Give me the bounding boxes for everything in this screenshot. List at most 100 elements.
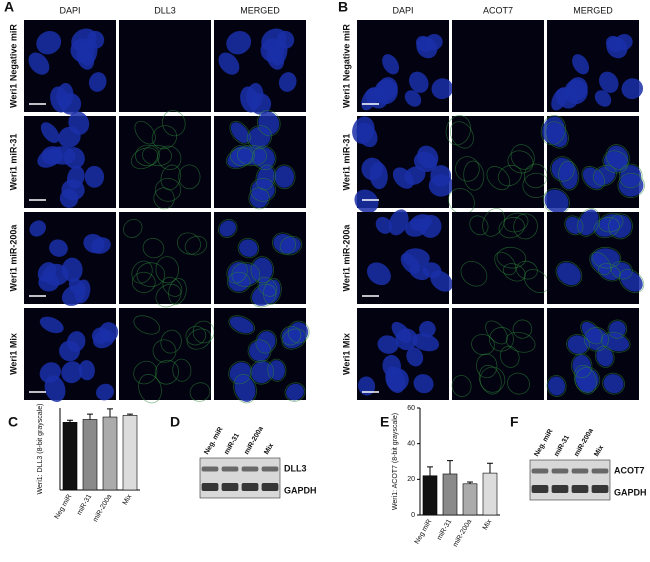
micrograph: [214, 212, 306, 308]
membrane-stain: [138, 373, 162, 404]
nucleus: [59, 188, 79, 208]
nucleus: [404, 166, 426, 185]
micrograph: [119, 110, 211, 210]
membrane-stain: [602, 372, 625, 395]
x-tick-label: miR-31: [436, 518, 453, 541]
nucleus: [61, 285, 86, 306]
x-tick-label: Neg miR: [54, 493, 74, 520]
nucleus: [428, 174, 454, 197]
membrane-stain: [246, 125, 273, 150]
lane-label: miR-31: [553, 434, 571, 458]
nucleus: [96, 383, 114, 401]
nucleus: [609, 214, 632, 238]
nucleus: [61, 257, 83, 282]
micrograph: [24, 308, 119, 402]
membrane-stain: [248, 187, 270, 210]
blot-band: [261, 466, 279, 472]
bar: [102, 416, 118, 491]
nucleus: [605, 35, 623, 53]
blot-band: [571, 485, 589, 493]
membrane-stain: [503, 212, 529, 233]
micrograph: [214, 110, 306, 210]
error-bar: [127, 413, 133, 416]
error-bar: [67, 419, 73, 423]
blot-band: [241, 483, 259, 491]
membrane-stain: [607, 319, 628, 339]
nucleus: [551, 87, 569, 111]
error-bar: [487, 462, 493, 474]
nucleus: [406, 347, 424, 367]
nucleus: [419, 320, 436, 338]
nucleus: [234, 375, 256, 402]
nucleus: [36, 31, 62, 55]
membrane-stain: [499, 345, 520, 368]
membrane-stain: [249, 177, 277, 202]
nucleus: [413, 374, 434, 394]
nucleus: [594, 90, 612, 107]
membrane-stain: [496, 246, 527, 269]
membrane-stain: [494, 251, 517, 276]
membrane-stain: [618, 269, 645, 294]
membrane-stain: [247, 339, 272, 363]
nucleus: [278, 72, 297, 92]
nucleus: [603, 374, 624, 394]
nucleus: [266, 46, 285, 70]
membrane-stain: [151, 125, 178, 150]
lane-label: Neg. miR: [203, 426, 224, 456]
membrane-stain: [178, 164, 201, 190]
nucleus: [404, 90, 422, 107]
micrograph: [357, 20, 454, 112]
nucleus: [49, 239, 68, 257]
nucleus: [63, 147, 85, 169]
nucleus: [395, 328, 418, 351]
membrane-stain: [598, 212, 624, 233]
nucleus: [556, 262, 581, 286]
membrane-stain: [503, 263, 526, 282]
nucleus: [621, 78, 644, 100]
membrane-stain: [476, 353, 498, 379]
membrane-stain: [228, 360, 253, 385]
nucleus: [412, 333, 440, 352]
membrane-stain: [445, 115, 471, 146]
nucleus: [572, 54, 590, 75]
membrane-stain: [618, 163, 643, 189]
membrane-stain: [225, 147, 254, 170]
row-label: Weri1 Mix: [8, 333, 18, 375]
column-header: DAPI: [392, 5, 413, 15]
membrane-stain: [176, 232, 202, 255]
band-label: GAPDH: [614, 487, 647, 497]
membrane-stain: [510, 144, 535, 170]
nucleus: [607, 145, 629, 169]
lane-label: Mix: [263, 442, 275, 456]
membrane-stain: [131, 260, 153, 284]
image-background: [452, 116, 544, 208]
error-bar: [447, 460, 453, 474]
bar: [82, 419, 98, 491]
lane-label: Neg. miR: [533, 428, 554, 458]
membrane-stain: [602, 150, 629, 174]
nucleus: [415, 35, 433, 53]
micrograph: [24, 111, 116, 208]
membrane-stain: [231, 262, 261, 288]
bar: [62, 422, 78, 491]
nucleus: [374, 79, 398, 105]
membrane-stain: [566, 333, 590, 356]
membrane-stain: [233, 373, 257, 404]
lane-label: miR-200a: [573, 427, 595, 458]
nucleus: [596, 347, 614, 367]
band-label: DLL3: [284, 463, 307, 473]
membrane-stain: [273, 164, 296, 190]
membrane-stain: [584, 327, 609, 352]
panel-letter: E: [380, 414, 389, 430]
membrane-stain: [186, 328, 212, 350]
membrane-stain: [497, 164, 522, 187]
membrane-stain: [154, 359, 180, 385]
bar: [462, 483, 478, 516]
micrograph: [452, 208, 550, 304]
nucleus: [66, 165, 85, 189]
lane-label: miR-200a: [243, 425, 265, 456]
membrane-stain: [250, 256, 275, 284]
membrane-stain: [513, 213, 538, 240]
column-header: ACOT7: [483, 5, 513, 15]
nucleus: [44, 375, 66, 402]
